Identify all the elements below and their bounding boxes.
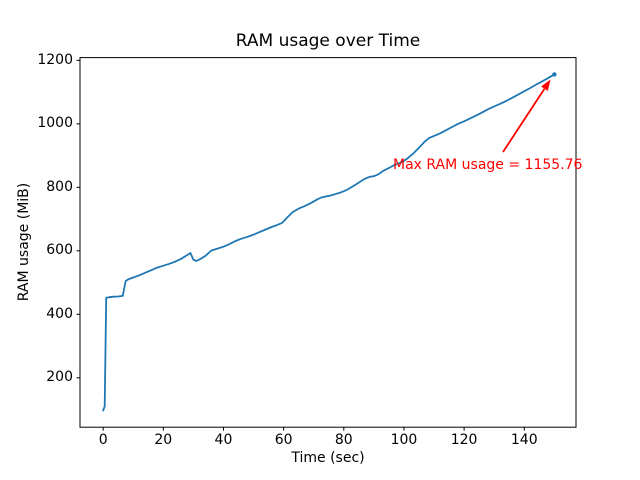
y-axis-label: RAM usage (MiB) (16, 182, 32, 302)
max-point-marker (552, 72, 557, 77)
annotation-arrow-head (541, 79, 551, 91)
chart-title: RAM usage over Time (235, 31, 421, 51)
y-tick-label: 800 (46, 178, 73, 195)
y-tick-label: 600 (46, 242, 73, 259)
y-tick-label: 200 (46, 369, 73, 386)
x-tick-label: 120 (450, 432, 478, 449)
ram-usage-line (102, 73, 556, 412)
x-tick-label: 60 (274, 432, 293, 449)
y-tick-label: 1200 (37, 51, 73, 68)
x-tick-label: 0 (98, 432, 108, 449)
x-tick-label: 80 (334, 432, 353, 449)
x-tick-label: 100 (390, 432, 418, 449)
x-tick-label: 140 (510, 432, 538, 449)
y-tick-label: 1000 (37, 115, 73, 132)
axes-spines (79, 57, 577, 428)
x-axis-label: Time (sec) (291, 450, 365, 466)
x-tick-label: 20 (154, 432, 173, 449)
max-ram-annotation: Max RAM usage = 1155.76 (393, 157, 583, 173)
y-tick-label: 400 (46, 305, 73, 322)
annotation-arrow-shaft (502, 88, 546, 153)
x-tick-label: 40 (214, 432, 233, 449)
